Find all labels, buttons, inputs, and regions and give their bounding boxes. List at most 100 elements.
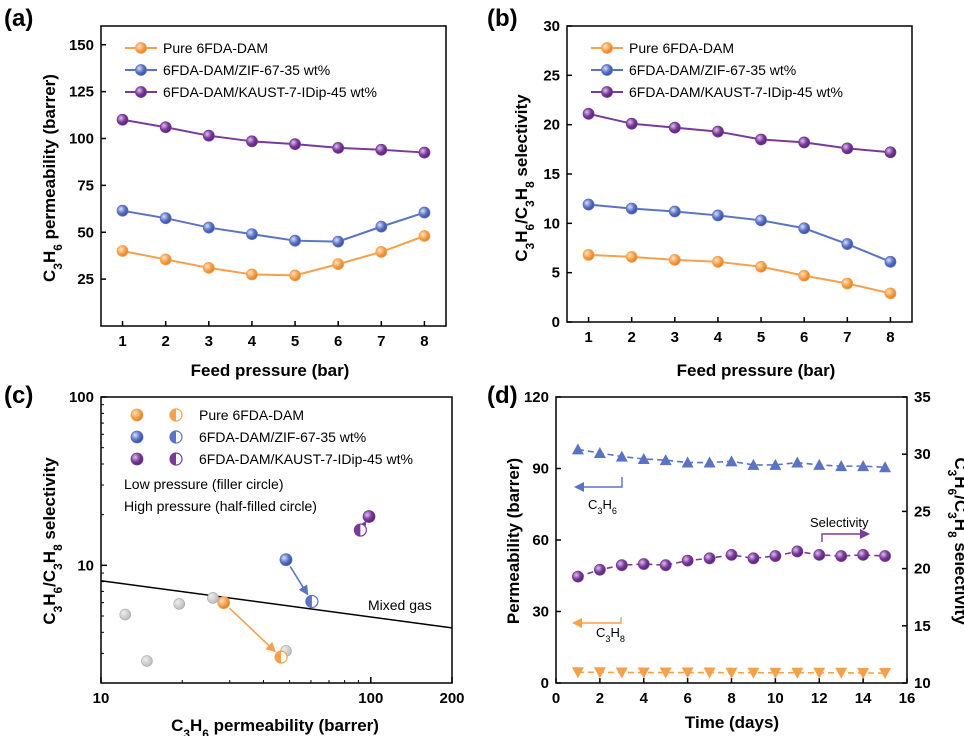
b-x-tick-label: 4 (714, 329, 723, 346)
c-legend-filled-marker (130, 452, 144, 466)
d-point-purple (835, 550, 848, 562)
a-series-line-orange (122, 235, 425, 277)
d-point-blue (703, 456, 716, 468)
b-legend-marker (601, 42, 613, 54)
d-point-blue (637, 452, 650, 464)
b-y-tick-label: 10 (543, 215, 560, 232)
a-legend-label: Pure 6FDA-DAM (163, 40, 268, 56)
a-legend-marker (135, 86, 147, 98)
c-legend-label: 6FDA-DAM/KAUST-7-IDip-45 wt% (199, 451, 413, 467)
d-point-orange (637, 667, 650, 679)
c-literature-point (119, 608, 132, 621)
c-high-pressure-point-blue (305, 594, 319, 609)
b-y-tick-label: 25 (543, 67, 560, 84)
a-series-line-blue (122, 209, 425, 243)
a-point-orange (116, 245, 129, 257)
a-point-blue (159, 212, 172, 225)
b-point-purple (668, 121, 681, 134)
c-x-tick-label: 200 (439, 690, 464, 707)
axis-title-c-y: C3H6/C3H8 selectivity (40, 457, 65, 625)
b-x-tick-label: 8 (886, 329, 894, 346)
a-point-blue (116, 204, 129, 217)
d-point-orange (659, 667, 672, 679)
d-y2-tick-label: 35 (914, 389, 931, 406)
axis-title-a-y: C3H6 permeability (barrer) (40, 74, 65, 282)
b-x-tick-label: 5 (757, 329, 765, 346)
d-point-purple (769, 550, 782, 562)
d-indicator-arrow-purple (821, 529, 870, 542)
d-y-tick-label: 0 (541, 675, 549, 692)
note-high-pressure: High pressure (half-filled circle) (124, 498, 317, 514)
d-point-purple (681, 554, 694, 567)
a-point-blue (289, 234, 301, 247)
note-low-pressure: Low pressure (filler circle) (124, 476, 283, 492)
b-legend-marker (601, 64, 613, 76)
panel-label-b: (b) (487, 5, 518, 32)
panel-d: 0 2 4 6 8 10 12 14 16 0 30 60 90 120 10 15 20 25 30 35 (524, 389, 931, 707)
c-legend-filled-marker (130, 430, 144, 444)
c-tradeoff-line (100, 579, 453, 629)
d-series-line-purple (577, 550, 886, 578)
c-x-tick-label: 10 (93, 690, 110, 707)
c-high-pressure-point-purple (353, 523, 367, 537)
d-point-orange (879, 667, 892, 679)
c-high-pressure-point-orange-fill (275, 651, 282, 664)
d-y2-tick-label: 30 (914, 446, 931, 463)
b-point-orange (712, 255, 724, 268)
d-y-tick-label: 90 (532, 461, 549, 478)
b-series-line-orange (588, 253, 891, 295)
d-point-orange (835, 667, 848, 679)
a-point-blue (375, 220, 388, 233)
b-point-orange (841, 277, 854, 290)
a-series-line-purple (122, 118, 425, 154)
d-point-purple (572, 570, 584, 583)
b-point-orange (884, 287, 897, 300)
a-point-orange (246, 268, 258, 281)
a-x-tick-label: 6 (334, 333, 342, 350)
d-point-purple (703, 552, 716, 565)
d-point-blue (571, 443, 584, 455)
a-point-orange (159, 253, 172, 266)
a-point-purple (332, 141, 345, 154)
d-point-purple (813, 548, 826, 561)
d-point-purple (637, 558, 650, 570)
d-point-blue (593, 447, 606, 459)
b-y-tick-label: 30 (543, 18, 560, 35)
b-point-blue (841, 238, 854, 250)
panel-label-a: (a) (4, 5, 33, 32)
b-y-tick-label: 15 (543, 166, 560, 183)
d-point-orange (813, 667, 826, 679)
c-low-pressure-point-orange (217, 596, 231, 610)
a-point-blue (246, 228, 258, 241)
b-series-line-purple (588, 112, 891, 154)
panel-b: 1 2 3 4 5 6 7 8 0 5 10 15 20 25 30 Pure 6FDA-DAM 6FDA-DA… (543, 18, 913, 346)
a-point-purple (375, 143, 388, 156)
d-point-blue (747, 458, 760, 470)
b-point-orange (625, 250, 638, 263)
axis-title-b-y: C3H6/C3H8 selectivity (512, 94, 537, 262)
d-point-orange (769, 667, 782, 679)
d-point-blue (879, 461, 892, 473)
a-y-tick-label: 75 (77, 177, 94, 194)
d-indicator-arrow-blue (574, 477, 623, 492)
c-legend-filled-marker (130, 408, 144, 422)
b-y-tick-label: 20 (543, 117, 560, 134)
d-point-purple (791, 545, 804, 558)
d-point-blue (725, 455, 738, 467)
a-x-tick-label: 1 (118, 333, 126, 350)
b-point-purple (755, 133, 767, 146)
c-literature-point (173, 598, 186, 610)
a-point-orange (375, 246, 388, 258)
b-y-tick-label: 0 (552, 314, 560, 331)
a-y-tick-label: 100 (69, 131, 94, 148)
b-point-orange (582, 249, 595, 261)
b-point-blue (625, 202, 638, 215)
c-legend-half-marker-fill (170, 453, 176, 465)
c-legend-label: 6FDA-DAM/ZIF-67-35 wt% (199, 429, 366, 445)
d-x-tick-label: 12 (811, 690, 828, 707)
c-high-pressure-point-blue-fill (305, 595, 312, 608)
d-point-blue (791, 456, 804, 468)
axis-title-d-x: Time (days) (685, 713, 779, 732)
b-point-blue (668, 205, 681, 218)
